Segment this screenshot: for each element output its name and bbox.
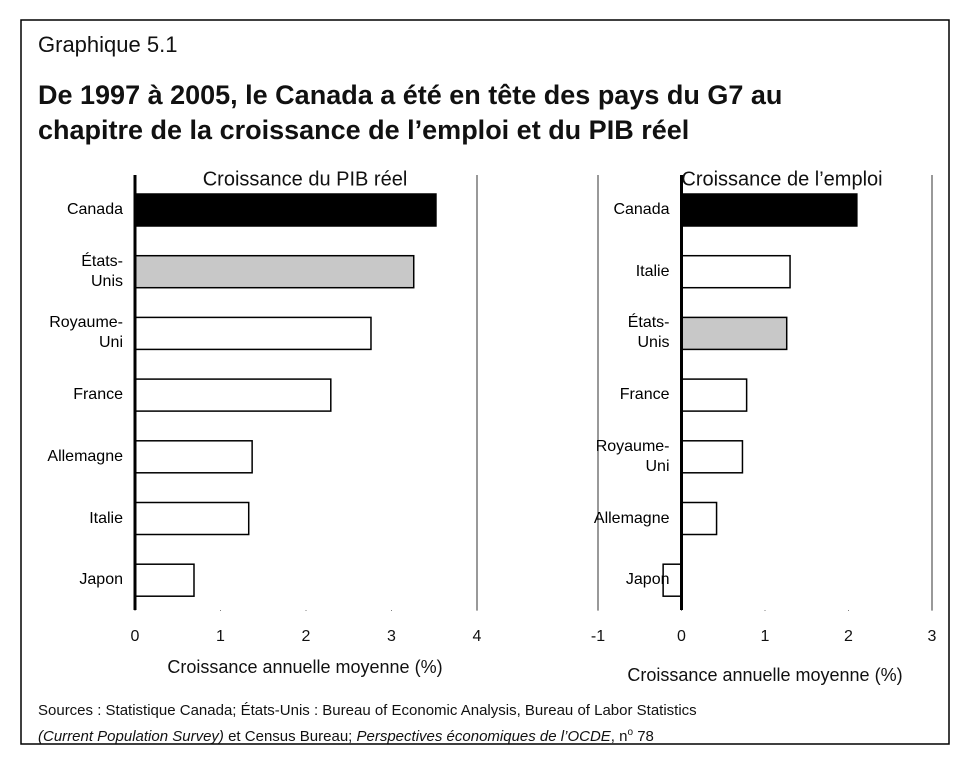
category-label: Allemagne — [593, 509, 670, 527]
category-label: Japon — [79, 571, 123, 589]
x-tick-label: -1 — [591, 628, 605, 645]
category-label: États- Unis — [627, 314, 670, 352]
bar — [680, 378, 748, 412]
source-text: o — [627, 727, 634, 738]
x-tick-label: 1 — [216, 628, 225, 645]
bar — [680, 440, 744, 474]
category-label: Italie — [89, 509, 123, 527]
x-tick-label: 3 — [928, 628, 937, 645]
source-text: , n — [610, 728, 628, 745]
subplot-title: Croissance de l’emploi — [681, 168, 882, 190]
source-text: Perspectives économiques de l’OCDE — [356, 728, 611, 745]
x-tick-label: 0 — [131, 628, 140, 645]
x-axis-label: Croissance annuelle moyenne (%) — [167, 657, 442, 677]
category-label: Allemagne — [47, 447, 123, 465]
category-label: Japon — [625, 571, 670, 589]
bar — [134, 440, 253, 474]
category-label: Canada — [613, 201, 670, 218]
bar — [134, 193, 437, 227]
bar — [134, 316, 372, 351]
bar — [134, 378, 332, 412]
sources: Sources : Statistique Canada; États-Unis… — [38, 700, 697, 748]
bar — [134, 254, 415, 289]
frame — [20, 19, 950, 745]
subplot-title: Croissance du PIB réel — [203, 168, 408, 190]
figure-number: Graphique 5.1 — [38, 32, 178, 57]
category-label: France — [73, 386, 123, 404]
category-label: Royaume- Uni — [595, 437, 670, 475]
bar — [134, 501, 250, 536]
source-text: (Current Population Survey) — [38, 728, 224, 745]
x-tick-label: 1 — [761, 628, 770, 645]
category-label: France — [619, 386, 670, 404]
chart-title: De 1997 à 2005, le Canada a été en tête … — [38, 80, 783, 145]
bar — [680, 316, 788, 351]
x-tick-label: 2 — [844, 628, 853, 645]
bar — [680, 501, 718, 536]
source-text: 78 — [633, 728, 654, 745]
x-tick-label: 2 — [302, 628, 311, 645]
source-text: et Census Bureau; — [223, 728, 357, 745]
bar — [134, 563, 195, 597]
bar — [680, 254, 791, 289]
category-label: Italie — [635, 262, 670, 280]
source-text: Sources : Statistique Canada; États-Unis… — [38, 702, 697, 719]
x-tick-label: 0 — [677, 628, 686, 645]
x-axis-label: Croissance annuelle moyenne (%) — [627, 665, 902, 685]
category-label: Royaume- Uni — [49, 314, 123, 352]
x-tick-label: 3 — [387, 628, 396, 645]
category-label: Canada — [66, 201, 123, 218]
category-label: États- Unis — [81, 252, 123, 290]
x-tick-label: 4 — [473, 628, 482, 645]
bar — [680, 193, 858, 227]
